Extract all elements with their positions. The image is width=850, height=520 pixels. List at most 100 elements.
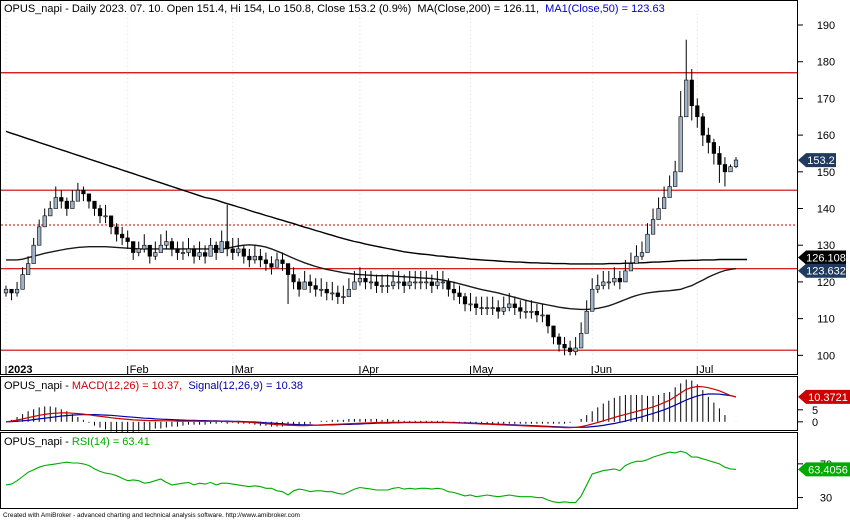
macd-y-tick-label: 5 (812, 405, 818, 417)
candle-down (711, 142, 716, 154)
candle-up (186, 248, 191, 253)
candle-up (357, 277, 363, 283)
ma200-badge-shape (798, 250, 846, 265)
candle-down (114, 226, 119, 235)
candle-up (274, 259, 280, 268)
candle-down (291, 274, 296, 283)
candle-up (341, 296, 346, 298)
price-x-tick-label: Apr (362, 364, 379, 376)
candle-down (402, 281, 407, 286)
candle-up (346, 288, 351, 297)
candle-down (202, 252, 208, 257)
candle-down (120, 233, 125, 239)
ma200-legend: MA(Close,200) = 126.11, (417, 3, 539, 15)
candle-down (108, 215, 114, 228)
rsi-panel-title: OPUS_napi - RSI(14) = 63.41 (4, 436, 150, 448)
macd-title-prefix: OPUS_napi - (4, 380, 72, 392)
candle-up (31, 244, 36, 264)
rsi-badge-shape (798, 462, 850, 477)
candle-down (534, 310, 540, 316)
candle-down (258, 255, 263, 261)
candle-up (252, 255, 257, 261)
candle-down (125, 237, 130, 242)
candle-up (368, 281, 374, 284)
candle-up (733, 159, 739, 167)
price-x-tick-label: Feb (130, 364, 149, 376)
rsi-legend: RSI(14) = 63.41 (72, 436, 150, 448)
candle-up (103, 215, 108, 218)
candle-down (308, 281, 313, 286)
candle-up (219, 241, 224, 253)
candle-down (374, 281, 379, 286)
candle-down (9, 288, 14, 294)
candle-down (562, 344, 567, 349)
candle-up (540, 314, 545, 317)
candle-up (302, 281, 307, 290)
candle-up (379, 285, 385, 287)
candle-up (164, 241, 169, 246)
ma200-badge-text: 126.108 (806, 253, 846, 265)
candle-down (86, 193, 92, 202)
candle-down (700, 116, 705, 136)
price-y-tick-label: 120 (817, 277, 835, 289)
candle-down (191, 248, 197, 257)
candle-up (656, 208, 661, 220)
candle-up (678, 116, 683, 173)
candle-up (440, 281, 445, 284)
close-price-badge-text: 153.2 (807, 155, 835, 167)
candle-up (180, 252, 186, 254)
candle-down (92, 200, 97, 209)
price-y-tick-label: 160 (817, 130, 835, 142)
price-x-tick-label: May (473, 364, 494, 376)
candle-down (722, 164, 728, 173)
candle-up (590, 288, 595, 312)
candle-down (335, 292, 340, 297)
candle-up (628, 263, 634, 272)
candle-down (545, 314, 551, 327)
candle-up (650, 219, 656, 235)
price-y-tick-label: 170 (817, 93, 835, 105)
candle-up (26, 263, 31, 275)
price-y-tick-label: 140 (817, 204, 835, 216)
candle-up (424, 281, 429, 284)
candle-down (429, 281, 434, 286)
candle-up (153, 252, 158, 257)
macd-badge-text: 10.3721 (808, 392, 848, 404)
price-y-axis: 100 110 120 130 140 150 160 170 180 190 (797, 20, 835, 362)
candle-down (269, 263, 274, 268)
candle-up (662, 197, 667, 209)
price-y-tick-label: 190 (817, 20, 835, 32)
candle-down (241, 248, 246, 257)
candle-up (197, 252, 202, 257)
macd-line (5, 385, 737, 429)
rsi-badge-text: 63.4056 (808, 464, 848, 476)
candle-up (728, 166, 733, 173)
price-y-tick-label: 130 (817, 240, 835, 252)
candle-up (573, 347, 578, 352)
candle-down (451, 288, 457, 294)
price-candles (3, 39, 739, 356)
candle-up (645, 233, 650, 253)
candle-up (529, 310, 534, 313)
candle-up (507, 303, 512, 308)
rsi-line-group (5, 450, 737, 504)
candle-up (396, 281, 401, 284)
candle-down (324, 288, 329, 294)
candle-up (634, 255, 639, 264)
candle-down (473, 303, 479, 308)
candle-down (617, 277, 622, 283)
candle-down (297, 281, 302, 290)
rsi-title-prefix: OPUS_napi - (4, 436, 72, 448)
rsi-y-tick-label: 30 (820, 493, 832, 505)
candle-down (717, 153, 722, 165)
ma200-line (5, 130, 748, 265)
price-panel-frame (0, 0, 798, 375)
candle-down (131, 241, 136, 253)
candle-down (457, 292, 462, 297)
signal-legend: Signal(12,26,9) = 10.38 (188, 380, 303, 392)
candle-up (623, 270, 628, 283)
ma200-badge: 126.108 (798, 250, 846, 265)
rsi-line (5, 450, 737, 504)
